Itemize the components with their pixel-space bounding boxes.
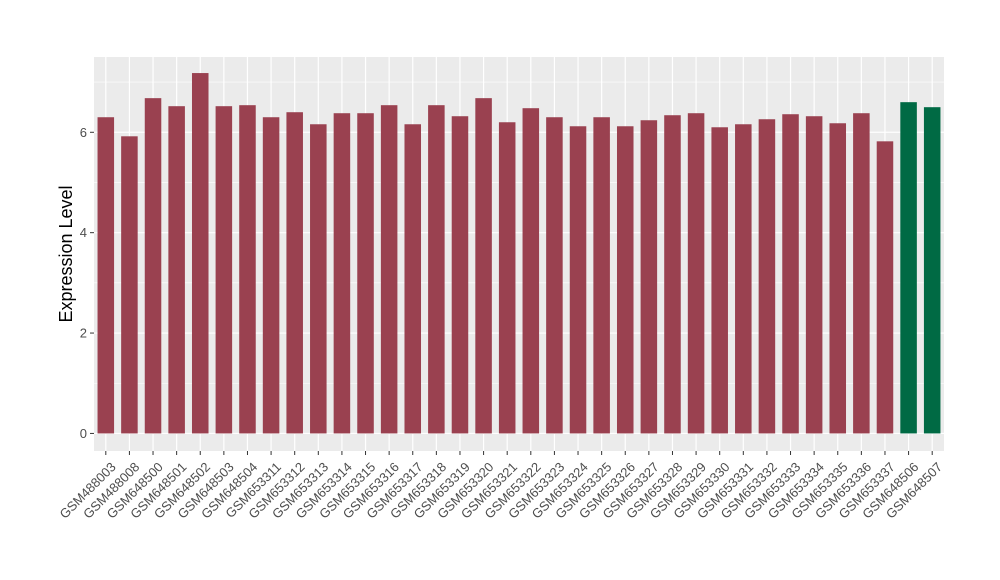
bar-gsm653337	[876, 141, 894, 434]
bar-gsm648501	[168, 106, 185, 434]
bar-gsm653313	[310, 124, 327, 434]
bar-gsm653331	[735, 124, 752, 434]
y-tick-label: 0	[80, 426, 87, 441]
bar-gsm653321	[498, 122, 516, 434]
bar-gsm648507	[923, 107, 941, 434]
bar-gsm653314	[333, 113, 351, 434]
bar-gsm653336	[853, 113, 870, 434]
bar-gsm653330	[711, 127, 728, 434]
y-tick-label: 4	[80, 225, 87, 240]
bar-gsm648500	[144, 98, 162, 434]
bar-gsm653311	[262, 117, 280, 434]
bar-gsm653312	[286, 112, 303, 434]
bar-gsm648506	[900, 102, 917, 434]
plot-panel	[94, 57, 944, 451]
bar-gsm653334	[805, 116, 823, 434]
bar-gsm648503	[215, 106, 233, 434]
bar-gsm653316	[380, 105, 398, 434]
x-axis: GSM488003GSM488008GSM648500GSM648501GSM6…	[56, 451, 945, 522]
bar-gsm653335	[829, 123, 847, 434]
bar-gsm653326	[616, 126, 634, 434]
y-axis: 0 2 4 6	[80, 125, 94, 441]
bar-gsm653318	[428, 105, 445, 434]
y-tick-label: 2	[80, 326, 87, 341]
bar-gsm488008	[121, 136, 138, 434]
bar-gsm653325	[593, 117, 610, 434]
y-tick-label: 6	[80, 125, 87, 140]
bar-gsm653333	[782, 114, 799, 434]
bar-gsm653323	[546, 117, 563, 434]
bar-gsm653320	[475, 98, 492, 434]
bar-gsm653319	[451, 116, 469, 434]
bar-gsm648502	[191, 73, 209, 434]
bar-gsm653315	[357, 113, 374, 434]
bar-gsm653329	[687, 113, 705, 434]
bar-gsm653324	[569, 126, 587, 434]
bar-gsm648504	[239, 105, 256, 434]
bar-gsm488003	[97, 117, 115, 434]
y-axis-title: Expression Level	[56, 185, 76, 322]
bars	[97, 73, 941, 434]
bar-gsm653327	[640, 120, 658, 434]
bar-gsm653332	[758, 119, 776, 434]
bar-gsm653322	[522, 108, 540, 434]
bar-gsm653317	[404, 124, 422, 434]
bar-gsm653328	[664, 115, 681, 434]
